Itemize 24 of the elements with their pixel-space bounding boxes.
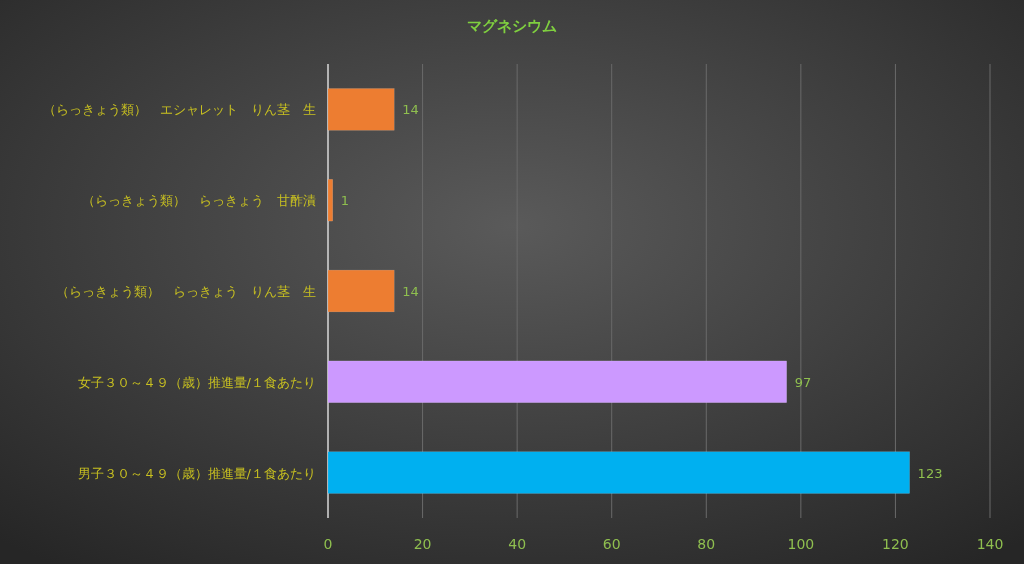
y-tick-label: （らっきょう類） らっきょう りん茎 生	[56, 284, 316, 299]
x-tick-label: 80	[697, 536, 716, 552]
x-tick-label: 140	[976, 536, 1004, 552]
data-label: 14	[402, 102, 419, 118]
x-tick-label: 120	[882, 536, 909, 552]
y-tick-label: 女子３０～４９（歳）推進量/１食あたり	[77, 374, 316, 390]
data-label: 14	[402, 284, 419, 299]
data-label: 123	[917, 465, 943, 481]
x-tick-label: 0	[323, 536, 333, 552]
x-tick-label: 100	[787, 536, 815, 552]
data-label: 1	[340, 193, 350, 209]
bar	[327, 451, 910, 494]
data-label: 97	[794, 374, 812, 390]
x-tick-label: 60	[602, 536, 621, 552]
x-tick-label: 40	[508, 536, 527, 552]
y-tick-label: （らっきょう類） らっきょう 甘酢漬	[82, 193, 316, 209]
bar	[327, 88, 395, 131]
chart-title: マグネシウム	[467, 17, 557, 35]
bar	[327, 179, 333, 222]
y-tick-label: （らっきょう類） エシャレット りん茎 生	[43, 102, 316, 118]
bar	[327, 269, 395, 313]
x-tick-label: 20	[413, 536, 432, 552]
bar	[327, 360, 787, 403]
y-tick-label: 男子３０～４９（歳）推進量/１食あたり	[77, 465, 316, 481]
